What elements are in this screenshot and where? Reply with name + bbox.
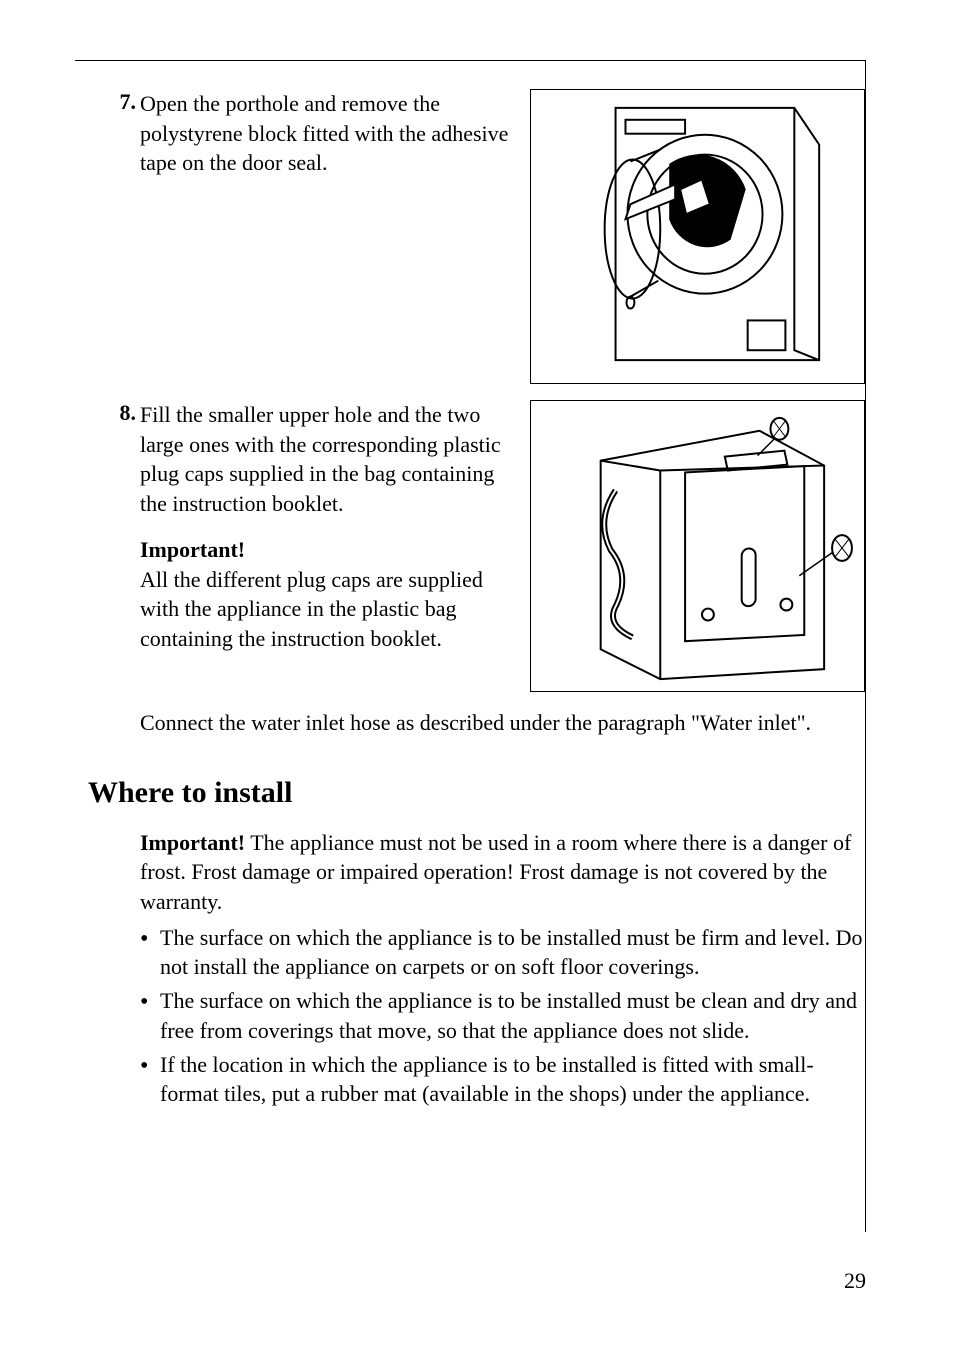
section-intro-bold: Important!	[140, 830, 245, 855]
step7-text: Open the porthole and remove the polysty…	[140, 89, 530, 178]
step8-important-text: All the different plug caps are supplied…	[140, 565, 530, 654]
list-item: If the location in which the appliance i…	[140, 1050, 865, 1109]
section-heading: Where to install	[88, 776, 865, 810]
section-intro: Important! The appliance must not be use…	[110, 828, 865, 917]
list-item: The surface on which the appliance is to…	[140, 986, 865, 1045]
step8-text: Fill the smaller upper hole and the two …	[140, 400, 530, 519]
section-bullets: The surface on which the appliance is to…	[110, 923, 865, 1109]
step8-important-label: Important!	[140, 537, 530, 563]
step8-continuation: Connect the water inlet hose as describe…	[110, 708, 865, 738]
section-intro-text: The appliance must not be used in a room…	[140, 830, 851, 914]
page-number: 29	[844, 1268, 866, 1294]
step8-number: 8.	[110, 400, 136, 426]
step8-figure	[530, 400, 865, 692]
step7-figure	[530, 89, 865, 384]
step7-number: 7.	[110, 89, 136, 115]
list-item: The surface on which the appliance is to…	[140, 923, 865, 982]
